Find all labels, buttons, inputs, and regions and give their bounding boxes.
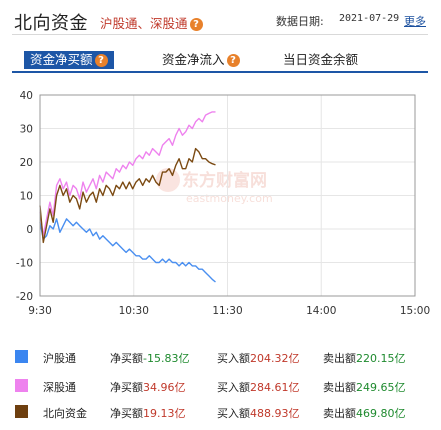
watermark-subtext: eastmoney.com [186, 192, 273, 205]
sell-value: 249.65亿 [356, 381, 406, 394]
x-tick-label: 9:30 [28, 305, 52, 317]
more-link[interactable]: 更多 [404, 15, 426, 28]
y-tick-label: 0 [26, 224, 33, 236]
y-axis: 40 30 20 10 0 -10 -20 [16, 90, 33, 303]
legend-buy: 买入额284.61亿 [217, 379, 300, 395]
buy-label: 买入额 [217, 352, 250, 365]
chart-grid [40, 95, 415, 296]
buy-label: 买入额 [217, 407, 250, 420]
subtitle-text[interactable]: 沪股通、深股通 [100, 16, 188, 31]
legend-name: 深股通 [43, 381, 76, 394]
net-value: -15.83亿 [143, 352, 190, 365]
tab-net-inflow-label[interactable]: 资金净流入 [162, 52, 225, 67]
x-tick-label: 14:00 [306, 305, 336, 317]
sell-value: 469.80亿 [356, 407, 406, 420]
tab-balance-label[interactable]: 当日资金余额 [283, 52, 359, 67]
net-label: 净买额 [110, 407, 143, 420]
date-value: 2021-07-29 [339, 13, 400, 24]
tab-net-inflow[interactable]: 资金净流入? [162, 51, 240, 69]
net-value: 19.13亿 [143, 407, 186, 420]
y-tick-label: 10 [20, 191, 33, 203]
tab-net-buy-label[interactable]: 资金净买额 [30, 52, 93, 67]
x-axis: 9:30 10:30 11:30 14:00 15:00 [28, 305, 430, 317]
series-lines [39, 111, 216, 283]
series-swatch-sh [15, 350, 28, 363]
legend-row: 北向资金 净买额19.13亿 买入额488.93亿 卖出额469.80亿 [0, 401, 441, 423]
x-tick-label: 15:00 [400, 305, 430, 317]
widget-header: 北向资金 沪股通、深股通? 数据日期: 2021-07-29 更多 [0, 0, 441, 36]
net-value: 34.96亿 [143, 381, 186, 394]
y-tick-label: 40 [20, 90, 33, 102]
legend-row: 沪股通 净买额-15.83亿 买入额204.32亿 卖出额220.15亿 [0, 346, 441, 368]
net-label: 净买额 [110, 381, 143, 394]
net-label: 净买额 [110, 352, 143, 365]
header-divider [12, 34, 428, 35]
tab-balance[interactable]: 当日资金余额 [283, 51, 358, 69]
sell-label: 卖出额 [323, 407, 356, 420]
legend-name: 北向资金 [43, 407, 87, 420]
help-icon[interactable]: ? [226, 54, 240, 67]
legend-sell: 卖出额249.65亿 [323, 379, 406, 395]
y-tick-label: 30 [20, 124, 33, 136]
help-icon[interactable]: ? [189, 18, 203, 31]
legend-name: 沪股通 [43, 352, 76, 365]
legend-row: 深股通 净买额34.96亿 买入额284.61亿 卖出额249.65亿 [0, 375, 441, 397]
buy-value: 204.32亿 [250, 352, 300, 365]
widget-title: 北向资金 [14, 13, 88, 34]
series-line-0 [39, 218, 216, 283]
legend-net: 净买额34.96亿 [110, 379, 186, 395]
x-tick-label: 10:30 [119, 305, 149, 317]
sell-label: 卖出额 [323, 352, 356, 365]
legend-sell: 卖出额469.80亿 [323, 405, 406, 421]
buy-value: 284.61亿 [250, 381, 300, 394]
tab-bar: 资金净买额? 资金净流入? 当日资金余额 [0, 49, 441, 73]
date-label: 数据日期: [276, 15, 324, 28]
x-tick-label: 11:30 [212, 305, 242, 317]
tab-underline [12, 71, 428, 73]
series-line-1 [39, 111, 216, 237]
legend-buy: 买入额488.93亿 [217, 405, 300, 421]
sell-label: 卖出额 [323, 381, 356, 394]
legend-net: 净买额-15.83亿 [110, 350, 189, 366]
northbound-flow-chart: 东方财富网 eastmoney.com 40 30 20 10 0 -10 -20 9:30… [16, 90, 430, 317]
tab-net-buy[interactable]: 资金净买额? [24, 51, 114, 69]
legend-sell: 卖出额220.15亿 [323, 350, 406, 366]
y-tick-label: -10 [16, 258, 33, 270]
legend-buy: 买入额204.32亿 [217, 350, 300, 366]
widget-subtitle[interactable]: 沪股通、深股通? [100, 13, 203, 32]
watermark-text: 东方财富网 [182, 170, 267, 191]
buy-value: 488.93亿 [250, 407, 300, 420]
series-line-2 [39, 147, 216, 244]
buy-label: 买入额 [217, 381, 250, 394]
plot-frame [39, 94, 416, 297]
series-swatch-nb [15, 405, 28, 418]
series-swatch-sz [15, 379, 28, 392]
help-icon[interactable]: ? [94, 54, 108, 67]
sell-value: 220.15亿 [356, 352, 406, 365]
y-tick-label: -20 [16, 291, 33, 303]
legend-net: 净买额19.13亿 [110, 405, 186, 421]
y-tick-label: 20 [20, 157, 33, 169]
